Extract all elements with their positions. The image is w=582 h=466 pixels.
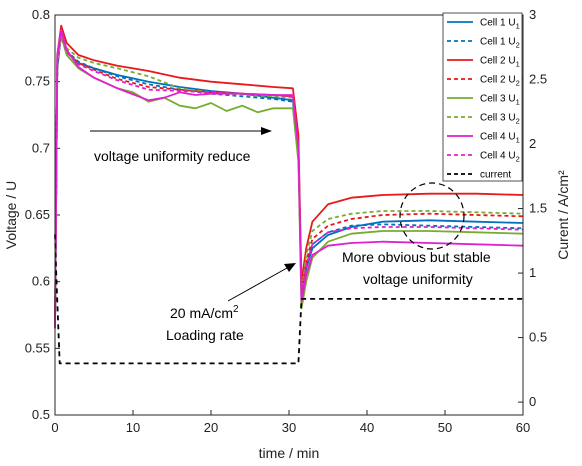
x-tick-label: 0 <box>51 420 58 435</box>
legend-label: Cell 3 U2 <box>480 113 520 126</box>
y-left-tick-label: 0.75 <box>25 74 50 89</box>
y-right-tick-label: 3 <box>529 7 536 22</box>
legend-label-main: Cell 2 U <box>480 75 516 86</box>
legend-label-main: Cell 2 U <box>480 56 516 67</box>
legend-label-main: Cell 3 U <box>480 94 516 105</box>
y-right-tick-label: 2 <box>529 136 536 151</box>
legend-label: Cell 1 U1 <box>480 18 520 31</box>
legend-label: Cell 1 U2 <box>480 37 520 50</box>
series-line-cell-2-u1 <box>54 24 524 329</box>
x-tick-label: 60 <box>516 420 530 435</box>
annotation-stable-text-2: voltage uniformity <box>363 271 473 287</box>
y-left-tick-label: 0.5 <box>32 407 50 422</box>
annotation-voltage-uniformity: voltage uniformity reduce <box>90 127 272 164</box>
x-tick-label: 50 <box>438 420 452 435</box>
annotation-arrowhead-up-right <box>284 263 296 272</box>
legend-label-main: Cell 1 U <box>480 18 516 29</box>
annotation-circle <box>399 182 465 250</box>
y-right-tick-label: 0 <box>529 394 536 409</box>
annotation-loading-text-1: 20 mA/cm2 <box>170 304 239 321</box>
series-line-cell-4-u2 <box>54 32 524 329</box>
left-axis: 0.5 0.55 0.6 0.65 0.7 0.75 0.8 <box>25 7 60 422</box>
y-left-tick-label: 0.8 <box>32 7 50 22</box>
annotation-voltage-text: voltage uniformity reduce <box>94 148 251 164</box>
legend-label-sub: 2 <box>516 117 520 126</box>
x-tick-label: 20 <box>204 420 218 435</box>
legend-label-sub: 1 <box>516 136 520 145</box>
plot-frame <box>54 14 524 416</box>
y-axis-label-left: Voltage / U <box>3 181 19 250</box>
y-axis-label-right: Curent / A/cm² <box>555 170 571 260</box>
annotation-loading-superscript: 2 <box>233 304 239 315</box>
y-left-tick-label: 0.6 <box>32 274 50 289</box>
y-right-tick-label: 0.5 <box>529 330 547 345</box>
y-right-tick-label: 1.5 <box>529 201 547 216</box>
legend-label: current <box>480 170 511 181</box>
legend-label-main: Cell 4 U <box>480 132 516 143</box>
x-tick-label: 40 <box>360 420 374 435</box>
legend-label: Cell 3 U1 <box>480 94 520 107</box>
annotation-loading-unit: 20 mA/cm <box>170 305 233 321</box>
legend-label: Cell 2 U2 <box>480 75 520 88</box>
annotation-loading-text-2: Loading rate <box>166 327 244 343</box>
legend-label: Cell 2 U1 <box>480 56 520 69</box>
x-tick-label: 30 <box>282 420 296 435</box>
plot-area <box>54 24 524 365</box>
legend-label-sub: 1 <box>516 60 520 69</box>
y-right-tick-label: 1 <box>529 265 536 280</box>
annotation-stable-text-1: More obvious but stable <box>342 249 491 265</box>
legend-label-main: Cell 4 U <box>480 151 516 162</box>
legend-label-main: current <box>480 170 511 181</box>
legend-label: Cell 4 U2 <box>480 151 520 164</box>
legend-label-sub: 2 <box>516 41 520 50</box>
annotation-arrow-shaft <box>227 267 288 302</box>
right-axis: 0 0.5 1 1.5 2 2.5 3 <box>518 7 547 409</box>
y-left-tick-label: 0.7 <box>32 140 50 155</box>
annotation-loading-rate: 20 mA/cm2 Loading rate <box>166 263 296 343</box>
legend-label-main: Cell 1 U <box>480 37 516 48</box>
series-line-current <box>54 234 523 365</box>
annotation-stable-uniformity: More obvious but stable voltage uniformi… <box>342 182 491 287</box>
legend-label-sub: 1 <box>516 22 520 31</box>
y-left-tick-label: 0.65 <box>25 207 50 222</box>
x-tick-label: 10 <box>126 420 140 435</box>
y-left-tick-label: 0.55 <box>25 340 50 355</box>
legend-label: Cell 4 U1 <box>480 132 520 145</box>
legend-label-sub: 2 <box>516 79 520 88</box>
y-right-tick-label: 2.5 <box>529 72 547 87</box>
legend-label-sub: 2 <box>516 155 520 164</box>
x-axis: 0 10 20 30 40 50 60 <box>51 410 530 435</box>
x-axis-label: time / min <box>259 445 320 461</box>
legend-label-main: Cell 3 U <box>480 113 516 124</box>
annotation-arrowhead-right <box>261 127 272 135</box>
legend-label-sub: 1 <box>516 98 520 107</box>
series-line-cell-3-u2 <box>54 30 524 329</box>
